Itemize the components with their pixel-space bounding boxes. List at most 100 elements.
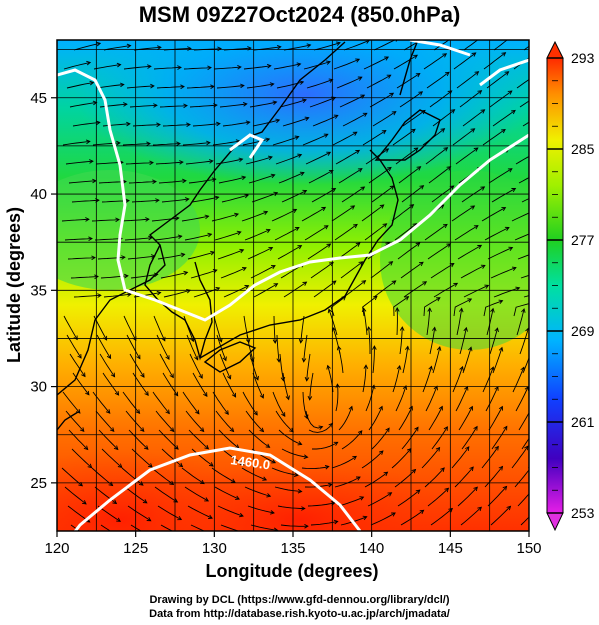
- streamline: [123, 65, 151, 70]
- streamline-arrow: [301, 357, 307, 363]
- streamline-arrow: [116, 62, 122, 68]
- streamline-arrow: [498, 405, 503, 411]
- colorbar: 293 285 277 269 261 253: [546, 40, 595, 532]
- streamline: [219, 353, 231, 379]
- streamline-arrow: [360, 186, 366, 191]
- streamline-arrow: [124, 273, 129, 279]
- streamline: [250, 524, 278, 531]
- streamline-arrow: [415, 72, 421, 78]
- streamline-arrow: [148, 463, 153, 468]
- streamline-arrow: [391, 512, 396, 517]
- streamline-arrow: [408, 405, 413, 411]
- y-axis-title: Latitude (degrees): [4, 207, 24, 363]
- streamline: [457, 486, 478, 507]
- streamline-arrow: [139, 427, 145, 432]
- streamline: [246, 334, 254, 362]
- streamline-arrow: [542, 34, 546, 38]
- streamline-arrow: [297, 488, 303, 494]
- streamline: [336, 76, 362, 89]
- contour-label: 1460.0: [230, 452, 271, 472]
- colorbar-label: 277: [571, 232, 595, 248]
- streamline-arrow: [273, 191, 279, 197]
- streamline: [181, 467, 205, 484]
- streamline-arrow: [157, 45, 162, 50]
- streamline: [486, 308, 494, 336]
- streamline: [366, 74, 391, 89]
- streamline-arrow: [294, 135, 300, 140]
- streamline: [370, 512, 396, 526]
- streamline: [485, 386, 499, 412]
- streamline: [243, 65, 271, 70]
- streamline-arrow: [352, 455, 357, 461]
- streamline: [460, 506, 482, 526]
- streamline: [517, 493, 529, 507]
- streamline: [281, 448, 308, 458]
- streamline-arrow: [297, 153, 303, 158]
- streamline: [96, 84, 124, 89]
- streamline: [424, 224, 448, 241]
- streamline: [124, 237, 152, 241]
- streamline-arrow: [358, 261, 364, 266]
- streamline-arrow: [355, 476, 361, 481]
- streamline: [486, 71, 509, 89]
- streamline-arrow: [269, 82, 275, 87]
- streamline: [121, 467, 144, 486]
- streamline-arrow: [539, 170, 543, 173]
- streamline: [215, 410, 234, 432]
- streamline-arrow: [194, 355, 199, 361]
- streamline-arrow: [443, 426, 448, 431]
- streamline-arrow: [116, 140, 121, 146]
- streamline: [62, 391, 81, 414]
- streamline-arrow: [198, 374, 203, 379]
- streamline: [421, 447, 440, 469]
- streamline-arrow: [176, 141, 181, 146]
- streamline: [64, 486, 87, 505]
- streamline-arrow: [327, 308, 333, 314]
- streamline-arrow: [123, 102, 128, 107]
- streamline-arrow: [299, 80, 305, 85]
- streamline-arrow: [265, 443, 271, 448]
- streamline-arrow: [326, 151, 332, 156]
- streamline: [163, 289, 191, 298]
- streamline-arrow: [540, 249, 544, 253]
- streamline: [183, 67, 212, 70]
- streamline-arrow: [178, 462, 184, 468]
- streamline-arrow: [501, 128, 506, 134]
- streamline-arrow: [507, 90, 513, 95]
- streamline-arrow: [482, 34, 486, 38]
- streamline: [69, 353, 86, 377]
- streamline: [340, 261, 363, 279]
- streamline: [220, 267, 247, 279]
- streamline: [399, 327, 403, 355]
- streamline-arrow: [275, 118, 281, 124]
- streamline: [184, 233, 212, 241]
- streamline: [373, 280, 396, 298]
- streamline-arrow: [362, 112, 368, 117]
- streamline: [128, 429, 149, 450]
- streamline-arrow: [501, 52, 507, 57]
- streamline-arrow: [119, 82, 125, 88]
- streamline-arrow: [304, 523, 309, 529]
- streamline: [160, 271, 188, 279]
- streamline: [68, 429, 89, 450]
- streamline: [216, 85, 244, 89]
- streamline-arrow: [372, 295, 378, 301]
- streamline: [125, 162, 154, 165]
- streamline-arrow: [388, 261, 394, 266]
- streamline: [156, 86, 185, 89]
- streamline-arrow: [498, 299, 504, 304]
- streamline: [303, 334, 308, 362]
- streamline: [154, 235, 182, 241]
- streamline: [488, 406, 503, 431]
- streamline: [519, 100, 529, 108]
- streamline-arrow: [385, 427, 390, 433]
- streamline: [311, 188, 336, 203]
- streamline-arrow: [303, 454, 309, 460]
- streamline: [395, 385, 407, 412]
- streamline: [122, 391, 140, 414]
- streamline-arrow: [204, 497, 210, 502]
- streamline: [305, 151, 331, 165]
- streamline: [278, 429, 302, 445]
- streamline: [309, 97, 336, 108]
- streamline: [65, 160, 93, 165]
